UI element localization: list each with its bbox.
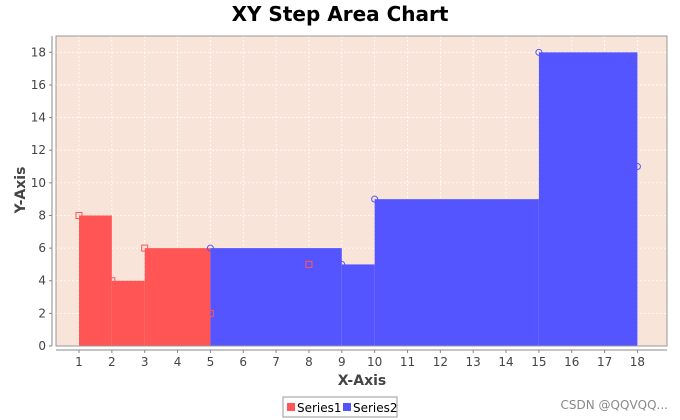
point-marker-series2: [371, 195, 379, 203]
area-step-series2: [374, 199, 539, 346]
point-marker-series1: [141, 244, 149, 252]
x-tick-label: 6: [239, 355, 247, 369]
point-marker-series1: [75, 211, 83, 219]
series-markers: [75, 48, 641, 317]
x-tick-label: 2: [108, 355, 116, 369]
chart-title: XY Step Area Chart: [232, 2, 449, 26]
x-axis-label: X-Axis: [338, 373, 386, 389]
x-tick-label: 4: [174, 355, 182, 369]
x-tick-label: 1: [75, 355, 83, 369]
area-step-series1: [144, 248, 211, 346]
x-tick-label: 13: [466, 355, 481, 369]
legend: Series1 Series2: [282, 396, 398, 418]
y-tick-label: 12: [31, 143, 46, 157]
area-step-series1: [111, 280, 145, 346]
y-tick-label: 10: [31, 176, 46, 190]
point-marker-series2: [206, 244, 214, 252]
x-tick-label: 5: [207, 355, 215, 369]
y-tick-label: 14: [31, 111, 46, 125]
x-tick-label: 14: [498, 355, 513, 369]
x-tick-label: 16: [564, 355, 579, 369]
x-tick-label: 11: [400, 355, 415, 369]
y-tick-label: 16: [31, 78, 46, 92]
point-marker-series1: [305, 260, 313, 268]
point-marker-series1: [206, 309, 214, 317]
x-tick-label: 12: [433, 355, 448, 369]
axes: 1 2 3 4 5 6 7 8 9 10 11 12 13 14 15 16 17 180246810121416…: [31, 36, 667, 369]
point-marker-series1: [108, 277, 116, 285]
x-tick-label: 17: [597, 355, 612, 369]
point-marker-series2: [535, 48, 543, 56]
watermark: CSDN @QQVQQ...: [560, 398, 668, 412]
x-tick-label: 9: [338, 355, 346, 369]
legend-swatch: [287, 403, 295, 411]
y-tick-label: 18: [31, 45, 46, 59]
x-tick-label: 18: [630, 355, 645, 369]
x-tick-label: 15: [531, 355, 546, 369]
x-tick-label: 10: [367, 355, 382, 369]
y-tick-label: 6: [38, 241, 46, 255]
x-tick-label: 3: [141, 355, 149, 369]
point-marker-series2: [338, 260, 346, 268]
y-tick-label: 2: [38, 306, 46, 320]
area-step-series2: [210, 248, 342, 346]
y-tick-label: 0: [38, 339, 46, 353]
legend-label: Series2: [353, 401, 398, 415]
point-marker-series2: [633, 163, 641, 171]
x-tick-label: 7: [272, 355, 280, 369]
y-axis-label: Y-Axis: [13, 167, 29, 215]
legend-label: Series1: [297, 401, 342, 415]
area-step-series2: [341, 264, 375, 346]
series-areas: [78, 52, 638, 346]
y-tick-label: 4: [38, 274, 46, 288]
area-step-series2: [538, 52, 638, 346]
legend-box: [282, 396, 398, 418]
legend-swatch: [343, 403, 351, 411]
plot-border: [55, 35, 668, 347]
y-tick-label: 8: [38, 208, 46, 222]
area-step-series1: [78, 215, 112, 346]
x-tick-label: 8: [305, 355, 313, 369]
